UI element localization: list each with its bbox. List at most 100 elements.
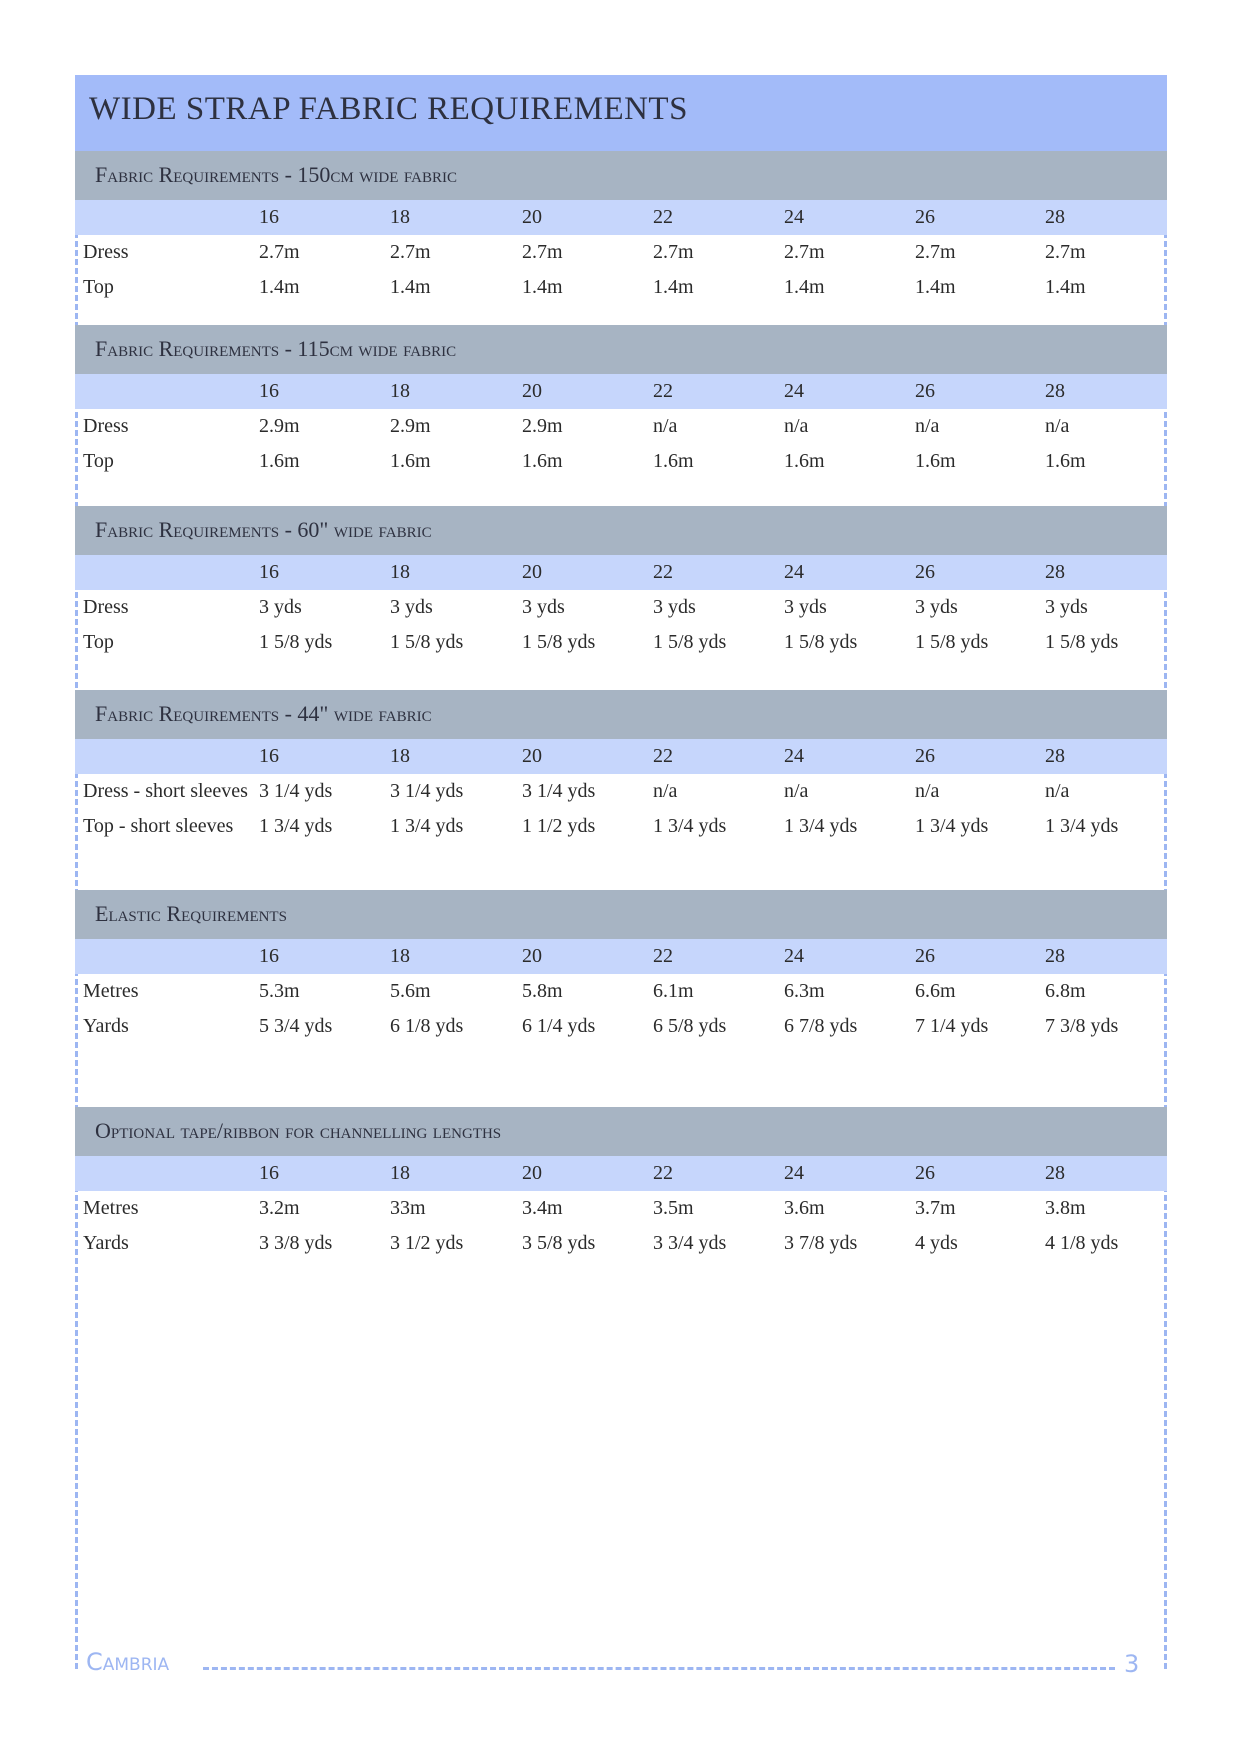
row-label: Yards bbox=[83, 1232, 129, 1254]
size-header-row: 16 18 20 22 24 26 28 bbox=[75, 374, 1167, 409]
table-cell: n/a bbox=[915, 415, 940, 437]
size-header: 18 bbox=[390, 1162, 410, 1184]
table-cell: 1 5/8 yds bbox=[1045, 631, 1119, 653]
requirements-table: Elastic Requirements 16 18 20 22 24 26 28 Metres… bbox=[75, 890, 1167, 1044]
table-cell: n/a bbox=[653, 780, 678, 802]
section-header: Fabric Requirements - 115cm wide fabric bbox=[75, 325, 1167, 374]
table-cell: 1 3/4 yds bbox=[390, 815, 464, 837]
size-header: 28 bbox=[1045, 1162, 1065, 1184]
table-cell: 3 5/8 yds bbox=[522, 1232, 596, 1254]
table-cell: 1 3/4 yds bbox=[653, 815, 727, 837]
size-header: 16 bbox=[259, 561, 279, 583]
table-cell: 5.6m bbox=[390, 980, 431, 1002]
size-header: 22 bbox=[653, 945, 673, 967]
table-cell: 1 5/8 yds bbox=[784, 631, 858, 653]
table-row: Top - short sleeves 1 3/4 yds 1 3/4 yds 1 1… bbox=[75, 809, 1167, 844]
size-header: 18 bbox=[390, 206, 410, 228]
size-header: 28 bbox=[1045, 206, 1065, 228]
section-title: Elastic Requirements bbox=[95, 901, 287, 926]
size-header: 18 bbox=[390, 945, 410, 967]
size-header: 20 bbox=[522, 206, 542, 228]
section-title: Fabric Requirements - 60" wide fabric bbox=[95, 517, 432, 542]
table-cell: 7 3/8 yds bbox=[1045, 1015, 1119, 1037]
table-cell: 3 7/8 yds bbox=[784, 1232, 858, 1254]
size-header: 24 bbox=[784, 206, 804, 228]
table-cell: 3.2m bbox=[259, 1197, 300, 1219]
table-cell: 2.7m bbox=[390, 241, 431, 263]
size-header-row: 16 18 20 22 24 26 28 bbox=[75, 1156, 1167, 1191]
size-header: 24 bbox=[784, 745, 804, 767]
table-cell: n/a bbox=[1045, 780, 1070, 802]
size-header: 26 bbox=[915, 1162, 935, 1184]
table-cell: 3 yds bbox=[653, 596, 696, 618]
size-header: 16 bbox=[259, 945, 279, 967]
table-cell: 2.9m bbox=[390, 415, 431, 437]
table-cell: 3.7m bbox=[915, 1197, 956, 1219]
table-row: Dress 2.7m 2.7m 2.7m 2.7m 2.7m 2.7m 2.7m bbox=[75, 235, 1167, 270]
table-cell: 4 yds bbox=[915, 1232, 958, 1254]
size-header: 26 bbox=[915, 561, 935, 583]
table-row: Top 1.6m 1.6m 1.6m 1.6m 1.6m 1.6m 1.6m bbox=[75, 444, 1167, 479]
size-header: 22 bbox=[653, 206, 673, 228]
requirements-table: Fabric Requirements - 150cm wide fabric 1… bbox=[75, 151, 1167, 305]
table-cell: 1 3/4 yds bbox=[1045, 815, 1119, 837]
table-row: Yards 3 3/8 yds 3 1/2 yds 3 5/8 yds 3 3/4 yd… bbox=[75, 1226, 1167, 1261]
row-label: Dress bbox=[83, 596, 129, 618]
table-cell: 1 3/4 yds bbox=[784, 815, 858, 837]
size-header: 16 bbox=[259, 745, 279, 767]
size-header: 20 bbox=[522, 745, 542, 767]
table-cell: 3 3/4 yds bbox=[653, 1232, 727, 1254]
table-cell: 3 yds bbox=[1045, 596, 1088, 618]
row-label: Metres bbox=[83, 1197, 139, 1219]
table-row: Top 1 5/8 yds 1 5/8 yds 1 5/8 yds 1 5/8 yds 1… bbox=[75, 625, 1167, 660]
table-cell: 1.6m bbox=[653, 450, 694, 472]
section-header: Elastic Requirements bbox=[75, 890, 1167, 939]
requirements-table: Fabric Requirements - 115cm wide fabric 1… bbox=[75, 325, 1167, 479]
size-header: 22 bbox=[653, 745, 673, 767]
table-cell: 6 1/8 yds bbox=[390, 1015, 464, 1037]
size-header: 20 bbox=[522, 380, 542, 402]
table-cell: 2.7m bbox=[1045, 241, 1086, 263]
table-cell: 1.4m bbox=[259, 276, 300, 298]
section-title: Optional tape/ribbon for channelling len… bbox=[95, 1118, 502, 1143]
row-label: Dress bbox=[83, 415, 129, 437]
table-cell: 1.4m bbox=[784, 276, 825, 298]
table-cell: 1 5/8 yds bbox=[390, 631, 464, 653]
table-cell: 2.7m bbox=[653, 241, 694, 263]
table-cell: n/a bbox=[653, 415, 678, 437]
table-row: Dress 2.9m 2.9m 2.9m n/a n/a n/a n/a bbox=[75, 409, 1167, 444]
size-header: 26 bbox=[915, 745, 935, 767]
table-cell: 6.8m bbox=[1045, 980, 1086, 1002]
table-cell: 6 1/4 yds bbox=[522, 1015, 596, 1037]
table-cell: n/a bbox=[1045, 415, 1070, 437]
table-cell: 3 yds bbox=[915, 596, 958, 618]
size-header: 22 bbox=[653, 1162, 673, 1184]
size-header-row: 16 18 20 22 24 26 28 bbox=[75, 555, 1167, 590]
table-cell: 1 3/4 yds bbox=[915, 815, 989, 837]
title-band: WIDE STRAP FABRIC REQUIREMENTS bbox=[75, 75, 1167, 151]
table-cell: 1.6m bbox=[915, 450, 956, 472]
row-label: Dress - short sleeves bbox=[83, 780, 248, 802]
table-cell: 2.7m bbox=[522, 241, 563, 263]
table-cell: 3 1/2 yds bbox=[390, 1232, 464, 1254]
size-header: 22 bbox=[653, 380, 673, 402]
table-cell: 5.8m bbox=[522, 980, 563, 1002]
size-header: 28 bbox=[1045, 561, 1065, 583]
size-header: 24 bbox=[784, 945, 804, 967]
table-cell: 6 7/8 yds bbox=[784, 1015, 858, 1037]
table-cell: 3 yds bbox=[522, 596, 565, 618]
row-label: Top bbox=[83, 631, 114, 653]
table-cell: 1.4m bbox=[915, 276, 956, 298]
table-cell: 2.9m bbox=[522, 415, 563, 437]
table-cell: 3 1/4 yds bbox=[390, 780, 464, 802]
section-title: Fabric Requirements - 150cm wide fabric bbox=[95, 162, 457, 187]
size-header: 18 bbox=[390, 380, 410, 402]
table-row: Top 1.4m 1.4m 1.4m 1.4m 1.4m 1.4m 1.4m bbox=[75, 270, 1167, 305]
row-label: Yards bbox=[83, 1015, 129, 1037]
table-cell: 33m bbox=[390, 1197, 426, 1219]
table-row: Dress 3 yds 3 yds 3 yds 3 yds 3 yds 3 yds 3 yds bbox=[75, 590, 1167, 625]
table-cell: 1 5/8 yds bbox=[259, 631, 333, 653]
size-header: 18 bbox=[390, 745, 410, 767]
table-cell: 2.7m bbox=[259, 241, 300, 263]
table-cell: 3 3/8 yds bbox=[259, 1232, 333, 1254]
